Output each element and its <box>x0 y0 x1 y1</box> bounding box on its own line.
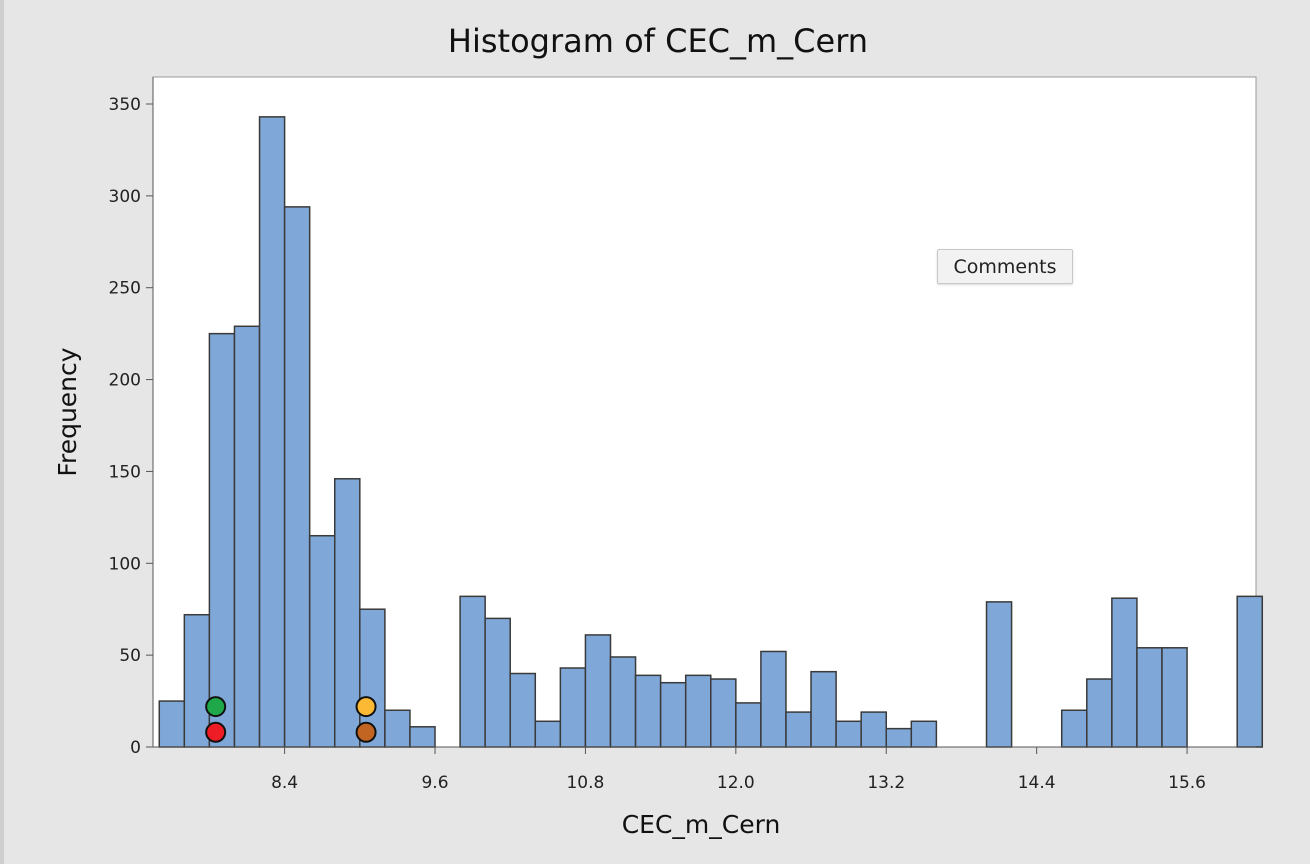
histogram-bar <box>158 700 186 748</box>
brown-marker[interactable] <box>355 721 377 743</box>
histogram-bar <box>860 711 887 748</box>
histogram-bar <box>384 709 411 748</box>
x-axis-label: CEC_m_Cern <box>622 810 781 839</box>
comments-tooltip-label: Comments <box>953 255 1057 278</box>
histogram-bar <box>409 726 436 748</box>
green-marker[interactable] <box>205 696 227 718</box>
histogram-bar <box>609 656 637 748</box>
window-edge <box>0 0 4 864</box>
histogram-bar <box>534 720 562 748</box>
y-tick-label: 350 <box>109 95 141 115</box>
chart-title: Histogram of CEC_m_Cern <box>448 22 868 60</box>
x-tick-label: 8.4 <box>271 773 298 793</box>
histogram-bar <box>584 634 612 748</box>
histogram-bar <box>208 332 236 748</box>
histogram-bar <box>985 601 1013 748</box>
x-ticks-group: 8.4 9.6 10.8 12.0 13.2 14.4 15.6 <box>271 747 1206 793</box>
red-marker[interactable] <box>205 721 227 743</box>
histogram-bar <box>1060 709 1088 748</box>
histogram-bar <box>1161 647 1188 748</box>
y-tick-label: 100 <box>109 554 141 574</box>
histogram-bar <box>659 681 687 748</box>
histogram-bar <box>509 672 537 748</box>
histogram-bar <box>760 650 787 748</box>
histogram-bar <box>835 720 862 748</box>
histogram-bar <box>710 678 737 748</box>
histogram-bar <box>1111 597 1138 748</box>
x-tick-label: 12.0 <box>717 773 755 793</box>
x-tick-label: 9.6 <box>421 773 448 793</box>
yellow-marker[interactable] <box>355 696 377 718</box>
histogram-bar <box>810 670 837 748</box>
x-tick-label: 15.6 <box>1168 773 1206 793</box>
y-tick-label: 150 <box>109 462 141 482</box>
histogram-bar <box>333 478 361 748</box>
histogram-bar <box>183 613 211 748</box>
histogram-bar <box>1136 647 1163 748</box>
x-tick-label: 10.8 <box>566 773 604 793</box>
histogram-bar <box>785 711 812 748</box>
y-tick-label: 0 <box>130 738 141 758</box>
y-tick-label: 300 <box>109 187 141 207</box>
histogram-bar <box>283 206 311 748</box>
y-ticks-group: 0 50 100 150 200 250 300 350 <box>109 95 153 758</box>
markers-group <box>205 696 377 743</box>
histogram-bar <box>258 116 286 748</box>
y-tick-label: 50 <box>119 646 141 666</box>
x-tick-label: 14.4 <box>1018 773 1056 793</box>
histogram-bar <box>559 667 587 748</box>
histogram-bar <box>634 674 662 748</box>
histogram-bar <box>308 534 336 748</box>
y-tick-label: 200 <box>109 371 141 391</box>
histogram-bar <box>459 595 486 748</box>
histogram-bar <box>885 727 913 748</box>
histogram-bar <box>1086 678 1113 748</box>
comments-tooltip[interactable]: Comments <box>937 249 1073 284</box>
y-axis-label: Frequency <box>53 347 82 476</box>
histogram-bar <box>735 702 762 748</box>
histogram-bar <box>484 617 511 748</box>
bars-group <box>158 116 1264 748</box>
histogram-bar <box>1236 595 1264 748</box>
histogram-bar <box>233 325 261 748</box>
x-tick-label: 13.2 <box>867 773 905 793</box>
y-tick-label: 250 <box>109 279 141 299</box>
histogram-bar <box>910 720 938 748</box>
histogram-bar <box>684 674 712 748</box>
